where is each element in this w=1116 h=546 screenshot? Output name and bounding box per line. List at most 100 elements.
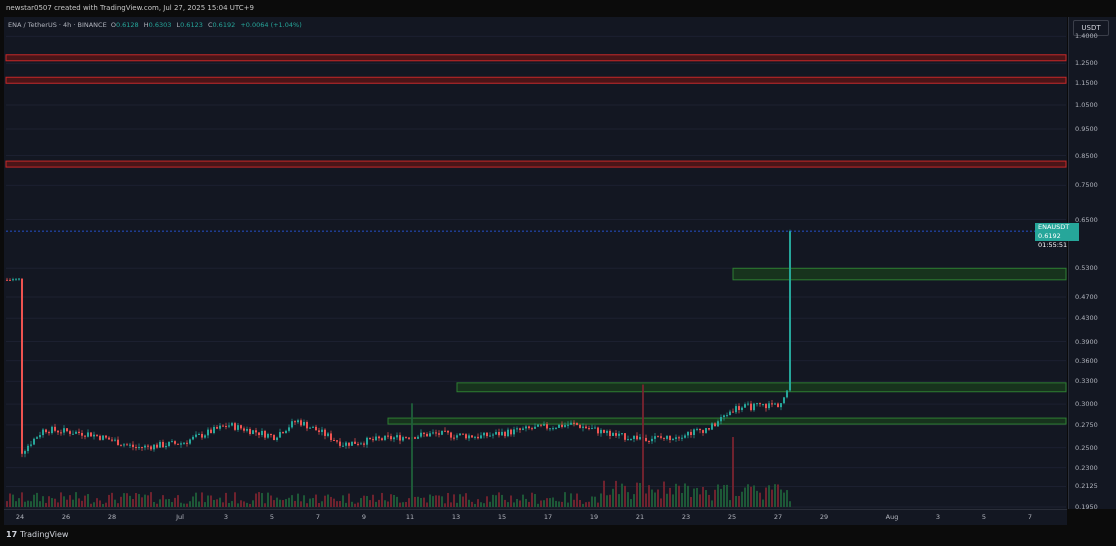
volume-bar-198 [600,493,602,507]
volume-bar-133 [405,502,407,507]
price-axis[interactable] [1068,17,1116,509]
candle-body-64 [198,433,200,435]
y-tick-label: 0.5300 [1075,264,1098,273]
volume-bar-208 [630,499,632,507]
volume-bar-250 [756,490,758,507]
candle-body-217 [657,436,659,438]
candle-body-21 [69,431,71,434]
candle-body-174 [528,426,530,429]
currency-button[interactable]: USDT [1073,20,1109,36]
volume-bar-30 [96,498,98,507]
candle-body-151 [459,433,461,436]
change-value: +0.0064 (+1.04%) [240,21,302,29]
symbol-label[interactable]: ENA / TetherUS · 4h · BINANCE [8,21,107,29]
volume-bar-70 [216,499,218,507]
volume-bar-64 [198,501,200,507]
volume-bar-98 [300,501,302,507]
volume-bar-165 [501,494,503,507]
candle-body-82 [252,430,254,434]
candle-body-37 [117,439,119,446]
candle-body-24 [78,431,80,434]
volume-bar-118 [360,498,362,507]
candle-body-85 [261,430,263,436]
volume-bar-54 [168,498,170,507]
candle-body-190 [576,423,578,425]
volume-bar-104 [318,502,320,507]
candle-body-47 [147,445,149,447]
candle-body-152 [462,433,464,435]
resistance-level-0 [5,54,1067,62]
candle-body-188 [570,422,572,425]
candle-body-177 [537,424,539,427]
candle-body-215 [651,438,653,442]
volume-bar-3 [15,501,17,507]
candle-body-117 [357,443,359,445]
candle-body-184 [558,424,560,428]
candle-body-157 [477,436,479,439]
candle-body-55 [171,441,173,443]
volume-bar-254 [768,485,770,507]
candle-body-67 [207,429,209,436]
candle-body-234 [708,428,710,430]
x-tick-label: 7 [315,513,321,521]
volume-bar-13 [45,502,47,507]
candle-body-28 [90,432,92,437]
candle-body-162 [492,434,494,436]
resistance-level-2 [5,160,1067,168]
candle-body-131 [399,435,401,441]
volume-bar-197 [597,502,599,507]
candle-body-141 [429,433,431,437]
candle-body-160 [486,432,488,437]
candle-body-129 [393,437,395,440]
time-axis[interactable] [4,509,1067,525]
volume-bar-31 [99,500,101,507]
volume-bar-153 [465,493,467,507]
candle-body-121 [369,437,371,440]
candle-body-237 [717,421,719,427]
volume-bar-55 [171,502,173,507]
candle-body-155 [471,435,473,438]
candle-body-258 [780,403,782,408]
candle-body-249 [753,403,755,411]
candle-body-227 [687,431,689,436]
candle-body-208 [630,438,632,440]
volume-bar-220 [666,493,668,507]
volume-bar-182 [552,497,554,507]
volume-bar-187 [567,502,569,507]
volume-bar-234 [708,494,710,507]
volume-bar-229 [693,488,695,507]
candle-body-179 [543,424,545,426]
volume-bar-235 [711,500,713,507]
candle-body-230 [696,428,698,430]
candle-body-3 [15,278,17,280]
candle-body-207 [627,439,629,441]
volume-bar-125 [381,492,383,507]
candle-body-202 [612,433,614,436]
volume-bar-156 [474,503,476,507]
volume-bar-24 [78,498,80,507]
volume-bar-111 [339,501,341,507]
candle-body-203 [615,433,617,436]
candle-body-65 [201,433,203,438]
footer [0,525,1116,546]
resistance-level-1 [5,76,1067,84]
candle-body-75 [231,423,233,426]
candle-body-191 [579,424,581,428]
y-tick-label: 1.4000 [1075,32,1098,41]
candle-body-58 [180,443,182,445]
candle-body-108 [330,433,332,440]
volume-bar-99 [303,495,305,507]
candle-body-242 [732,411,734,413]
volume-bar-168 [510,495,512,507]
x-tick-label: 24 [15,513,25,521]
tradingview-logo[interactable]: 17 TradingView [6,530,68,540]
volume-bar-0 [6,501,8,507]
volume-bar-244 [738,495,740,507]
volume-bar-33 [105,502,107,507]
price-tag-price: 0.6192 [1038,232,1061,241]
volume-bar-241 [729,500,731,507]
y-tick-label: 1.1500 [1075,79,1098,88]
volume-bar-170 [516,498,518,507]
volume-bar-174 [528,501,530,507]
